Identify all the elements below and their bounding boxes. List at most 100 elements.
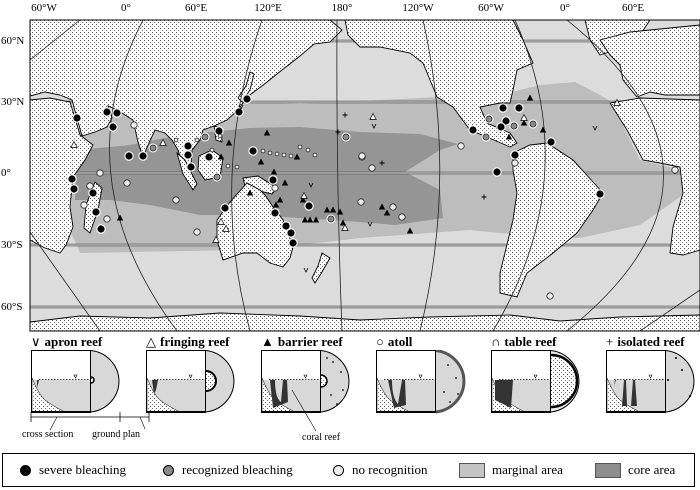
- apron-reef-marker: [238, 104, 244, 110]
- fringing-reef-marker: [341, 223, 349, 231]
- barrier-reef-marker: [276, 196, 284, 203]
- barrier-reef-marker: [217, 153, 225, 160]
- legend-severe: severe bleaching: [20, 462, 126, 478]
- barrier-reef-title: ▲ barrier reef: [261, 334, 343, 350]
- severe-bleaching-marker: [511, 151, 519, 159]
- south-america-landmass: [499, 142, 604, 298]
- apron-symbol-icon: ∨: [31, 334, 41, 349]
- atoll-symbol-icon: ○: [376, 334, 384, 349]
- coral-reef-label: coral reef: [302, 432, 341, 443]
- coral-reef-shape: [388, 380, 406, 408]
- world-reef-map: [29, 19, 700, 332]
- fringing-reef-marker: [70, 140, 78, 148]
- barrier-reef-marker: [526, 94, 534, 101]
- severe-bleaching-marker: [497, 123, 505, 131]
- ground-plan: [205, 350, 235, 413]
- no-recognition-dot-icon: [333, 464, 344, 476]
- meridian-line: [231, 20, 263, 331]
- antarctica-landmass: [30, 312, 700, 331]
- meridian-line: [492, 20, 546, 331]
- apron-reef-marker: [367, 221, 373, 227]
- no-recognition-marker: [511, 159, 519, 167]
- barrier-reef-marker: [323, 206, 331, 213]
- no-recognition-marker: [103, 215, 111, 223]
- barrier-reef-marker: [539, 126, 547, 133]
- barrier-reef-marker: [406, 227, 414, 234]
- water-level-icon: [418, 374, 423, 379]
- isolated-reef-marker: [379, 160, 385, 166]
- longitude-label: 60°W: [31, 2, 57, 14]
- fringing-reef-diagram: [146, 350, 235, 413]
- severe-bleaching-marker: [235, 108, 243, 116]
- legend-core-area: core area: [595, 462, 675, 478]
- recognized-bleaching-marker: [529, 120, 537, 128]
- severe-bleaching-marker: [92, 208, 100, 216]
- water-level-icon: [303, 374, 308, 379]
- barrier-reef-marker: [257, 158, 265, 165]
- severe-bleaching-marker: [68, 175, 76, 183]
- europe-africa-east-landmass: [599, 24, 700, 98]
- fringing-reef-marker: [300, 191, 308, 199]
- meridian-line: [109, 20, 178, 331]
- seabed: [146, 377, 181, 413]
- longitude-label: 120°W: [402, 2, 434, 14]
- barrier-reef-marker: [339, 219, 347, 226]
- barrier-reef-marker: [505, 133, 513, 140]
- fringing-reef-marker: [222, 224, 230, 232]
- severe-bleaching-marker: [215, 127, 223, 135]
- bleaching-legend: severe bleaching recognized bleaching no…: [2, 453, 695, 487]
- fringing-reef-marker: [159, 138, 167, 146]
- severe-bleaching-marker: [243, 95, 251, 103]
- severe-bleaching-marker: [287, 229, 295, 237]
- seabed: [31, 377, 66, 413]
- ground-plan-label: ground plan: [92, 429, 141, 440]
- latitude-label: 0°: [1, 167, 11, 179]
- no-recognition-marker: [234, 164, 240, 170]
- no-recognition-marker: [546, 292, 554, 300]
- fringing-symbol-icon: △: [146, 334, 156, 349]
- isolated-symbol-icon: +: [606, 334, 614, 349]
- severe-bleaching-marker: [221, 204, 229, 212]
- new-zealand-landmass: [311, 252, 331, 284]
- legend-marginal-area: marginal area: [459, 462, 563, 478]
- no-recognition-marker: [172, 196, 180, 204]
- recognized-bleaching-marker: [201, 133, 209, 141]
- barrier-reef-marker: [299, 196, 307, 203]
- severe-bleaching-marker: [547, 138, 555, 146]
- no-recognition-marker: [225, 163, 231, 169]
- reef-type-label: barrier reef: [277, 334, 343, 349]
- severe-bleaching-marker: [205, 153, 213, 161]
- barrier-reef-marker: [329, 206, 337, 213]
- severe-bleaching-marker: [70, 185, 78, 193]
- coral-reef-shape: [152, 380, 158, 394]
- apron-reef-title: ∨ apron reef: [31, 334, 102, 350]
- latitude-label: 30°S: [1, 239, 23, 251]
- severe-bleaching-marker: [184, 142, 192, 150]
- no-recognition-marker: [194, 137, 200, 143]
- no-recognition-marker: [209, 147, 215, 153]
- severe-bleaching-marker: [113, 109, 121, 117]
- seabed: [376, 377, 411, 413]
- barrier-reef-marker: [312, 216, 320, 223]
- severe-bleaching-marker: [499, 104, 507, 112]
- no-recognition-marker: [130, 121, 138, 129]
- no-recognition-marker: [86, 182, 94, 190]
- legend-label: core area: [628, 462, 676, 477]
- barrier-reef-marker: [383, 209, 391, 216]
- severe-bleaching-marker: [502, 117, 510, 125]
- no-recognition-marker: [267, 150, 273, 156]
- severe-bleaching-marker: [249, 147, 257, 155]
- fringing-reef-marker: [520, 113, 528, 121]
- severe-bleaching-marker: [289, 239, 297, 247]
- meridian-line: [566, 20, 664, 331]
- recognized-bleaching-marker: [342, 133, 350, 141]
- legend-label: severe bleaching: [39, 462, 126, 477]
- barrier-reef-diagram: [261, 350, 350, 413]
- fringing-reef-marker: [369, 112, 377, 120]
- severe-bleaching-marker: [89, 189, 97, 197]
- no-recognition-marker: [305, 147, 311, 153]
- severe-bleaching-marker: [596, 190, 604, 198]
- longitude-label: 60°W: [478, 2, 504, 14]
- reef-type-label: atoll: [387, 334, 413, 349]
- apron-reef-marker: [592, 125, 598, 131]
